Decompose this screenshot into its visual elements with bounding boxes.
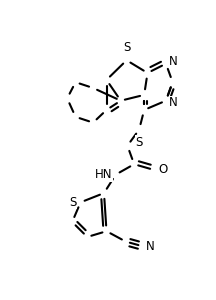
Text: S: S [69,196,76,209]
Text: N: N [169,97,178,110]
Text: S: S [135,136,143,149]
Text: HN: HN [95,168,112,181]
Text: N: N [169,55,178,68]
Text: O: O [158,164,167,176]
Text: N: N [146,240,155,253]
Text: S: S [123,41,130,55]
